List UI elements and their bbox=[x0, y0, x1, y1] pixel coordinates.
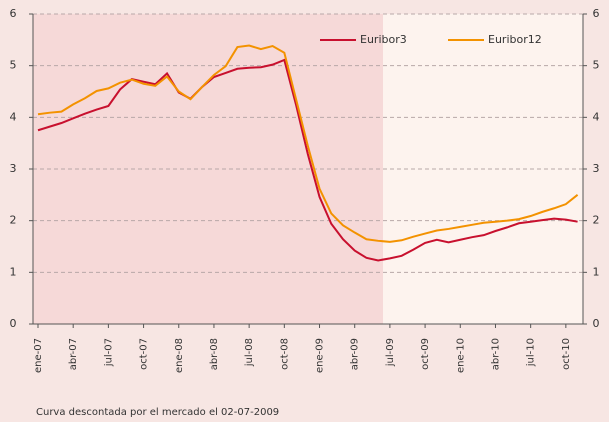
x-tick-label: oct-10 bbox=[561, 338, 572, 370]
x-tick-label: jul-09 bbox=[385, 338, 396, 367]
x-tick-label: ene-09 bbox=[315, 338, 326, 373]
y-tick-label: 5 bbox=[10, 59, 17, 72]
x-tick-label: oct-09 bbox=[420, 338, 431, 370]
y2-tick-label: 5 bbox=[593, 59, 600, 72]
x-tick-label: abr-08 bbox=[209, 338, 220, 370]
y-tick-label: 6 bbox=[10, 7, 17, 20]
series-line bbox=[37, 44, 579, 243]
y-tick-label: 0 bbox=[10, 317, 17, 330]
y-tick-label: 4 bbox=[10, 110, 17, 123]
annotation: Curva descontada por el mercado el 02-07… bbox=[36, 407, 279, 418]
x-tick-label: jul-08 bbox=[244, 338, 255, 367]
y-tick-label: 1 bbox=[10, 265, 17, 278]
x-tick-label: ene-07 bbox=[33, 338, 44, 373]
y2-tick-label: 0 bbox=[593, 317, 600, 330]
series-line bbox=[37, 58, 578, 262]
y-tick-label: 2 bbox=[10, 214, 17, 227]
legend-label: Euribor12 bbox=[488, 33, 542, 46]
x-tick-label: jul-07 bbox=[103, 338, 114, 367]
y2-tick-label: 1 bbox=[593, 265, 600, 278]
x-tick-label: ene-08 bbox=[174, 338, 185, 373]
legend-label: Euribor3 bbox=[360, 33, 407, 46]
x-tick-label: jul-10 bbox=[526, 338, 537, 367]
x-tick-label: abr-09 bbox=[350, 338, 361, 370]
x-tick-label: oct-08 bbox=[279, 338, 290, 370]
y2-tick-label: 4 bbox=[593, 110, 600, 123]
y2-tick-label: 3 bbox=[593, 162, 600, 175]
x-tick-label: ene-10 bbox=[455, 338, 466, 373]
y-tick-label: 3 bbox=[10, 162, 17, 175]
x-tick-label: abr-10 bbox=[490, 338, 501, 370]
y2-tick-label: 2 bbox=[593, 214, 600, 227]
y2-tick-label: 6 bbox=[593, 7, 600, 20]
x-tick-label: abr-07 bbox=[68, 338, 79, 370]
x-tick-label: oct-07 bbox=[139, 338, 150, 370]
